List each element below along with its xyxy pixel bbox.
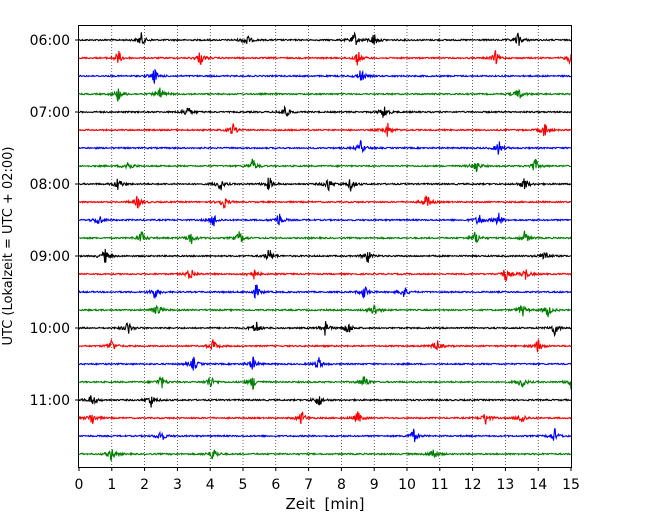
trace-line-0600	[78, 31, 572, 46]
x-grid	[111, 26, 539, 467]
trace-line-0745	[78, 158, 572, 173]
y-tick-label: 08:00	[30, 177, 70, 193]
trace-line-0930	[78, 284, 572, 300]
plot-frame	[78, 25, 572, 468]
x-tick-label: 7	[304, 477, 313, 493]
trace-line-1145	[78, 449, 572, 463]
x-tick-label: 3	[173, 477, 182, 493]
x-tick-label: 0	[75, 477, 84, 493]
x-tick-label: 1	[107, 477, 116, 493]
trace-line-0845	[78, 230, 572, 245]
x-tick-label: 13	[496, 477, 514, 493]
trace-line-1130	[78, 428, 572, 443]
trace-line-0815	[78, 194, 572, 209]
trace-line-0715	[78, 122, 572, 137]
trace-line-1100	[78, 395, 572, 408]
y-tick-label: 11:00	[30, 393, 70, 409]
x-tick-label: 8	[337, 477, 346, 493]
trace-line-0730	[78, 139, 572, 155]
trace-line-0630	[78, 68, 572, 84]
y-tick-label: 07:00	[30, 105, 70, 121]
x-axis-label: Zeit [min]	[285, 495, 364, 513]
x-tick-label: 15	[562, 477, 580, 493]
trace-line-1015	[78, 338, 572, 353]
y-tick-label: 06:00	[30, 33, 70, 49]
y-axis: 06:00 07:00 08:00 09:00 10:00 11:00	[30, 33, 79, 409]
trace-line-0645	[78, 87, 572, 102]
x-tick-label: 9	[370, 477, 379, 493]
x-axis: 0 1 2 3 4 5 6 7 8 9 10 11 12 13 14 15	[75, 467, 580, 493]
trace-line-0700	[78, 104, 572, 118]
trace-lines	[78, 31, 572, 463]
x-tick-label: 12	[464, 477, 482, 493]
y-axis-label: UTC (Lokalzeit = UTC + 02:00)	[1, 147, 16, 346]
x-tick-label: 2	[140, 477, 149, 493]
trace-line-0945	[78, 304, 572, 318]
trace-line-1045	[78, 375, 572, 390]
x-tick-label: 6	[271, 477, 280, 493]
trace-line-0830	[78, 212, 572, 227]
trace-line-0800	[78, 177, 572, 192]
trace-line-0915	[78, 269, 572, 282]
trace-line-1000	[78, 321, 572, 338]
x-tick-label: 4	[206, 477, 215, 493]
trace-line-0615	[78, 50, 572, 66]
trace-line-1115	[78, 411, 572, 425]
y-tick-label: 10:00	[30, 321, 70, 337]
x-tick-label: 14	[529, 477, 547, 493]
x-tick-label: 5	[239, 477, 248, 493]
y-tick-label: 09:00	[30, 249, 70, 265]
x-tick-label: 10	[398, 477, 416, 493]
trace-line-0900	[78, 248, 572, 263]
trace-line-1030	[78, 356, 572, 371]
x-tick-label: 11	[431, 477, 449, 493]
